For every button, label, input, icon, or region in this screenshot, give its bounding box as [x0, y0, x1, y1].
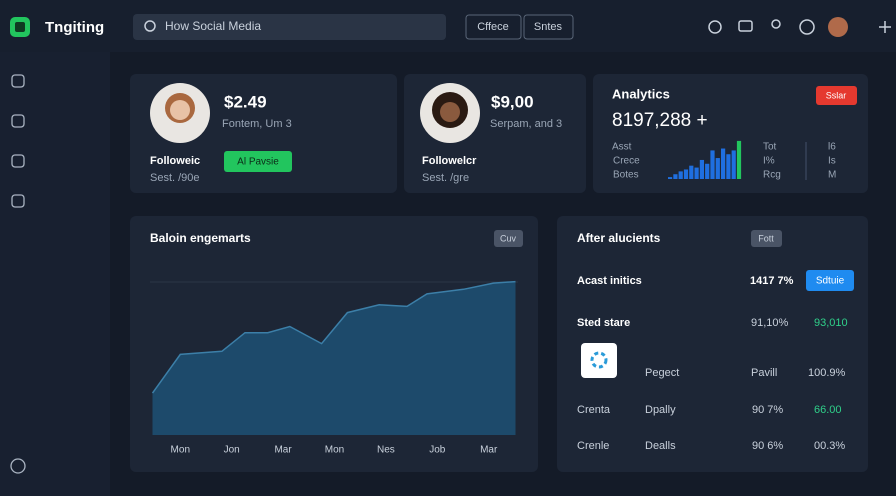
row-value: 1417 7%: [750, 275, 794, 287]
badge[interactable]: [816, 86, 857, 105]
amount: $2.49: [224, 92, 267, 111]
nav-icon[interactable]: [11, 194, 25, 208]
bar: [721, 148, 726, 179]
nav-icon[interactable]: [11, 74, 25, 88]
bar: [699, 159, 704, 179]
activity-card: [557, 216, 868, 472]
row-value: Pavill: [751, 367, 777, 379]
icon[interactable]: [738, 20, 753, 32]
avatar-face: [170, 100, 190, 120]
bar: [736, 140, 742, 179]
label: Is: [828, 156, 836, 167]
user-avatar[interactable]: [828, 17, 848, 37]
x-tick-label: Mon: [325, 445, 344, 456]
label: Crece: [613, 156, 640, 167]
bar: [683, 169, 689, 179]
app-name: Tngiting: [45, 19, 104, 36]
label: I%: [763, 156, 775, 167]
badge-label: Sslar: [826, 90, 847, 100]
button-label: Al Pavsie: [237, 157, 279, 168]
action-button[interactable]: [224, 151, 292, 172]
row-label: Sted stare: [577, 317, 630, 329]
button-label: Sntes: [534, 21, 563, 33]
project-logo: [581, 343, 617, 378]
row-value: 66.00: [814, 404, 842, 416]
icon[interactable]: [708, 20, 722, 34]
bar: [705, 163, 710, 179]
x-tick-label: Jon: [224, 445, 240, 456]
row-value: 90 6%: [752, 440, 783, 452]
button-label: Sdtuie: [816, 276, 845, 287]
bar: [715, 158, 720, 179]
nav-icon[interactable]: [10, 458, 26, 474]
x-tick-label: Nes: [377, 445, 395, 456]
icon[interactable]: [879, 21, 891, 33]
bar: [668, 177, 673, 179]
action-button[interactable]: [806, 270, 854, 291]
row-label: Pegect: [645, 367, 679, 379]
name: Followeic: [150, 155, 200, 167]
bar: [678, 171, 683, 179]
label: Tot: [763, 142, 777, 153]
label: l6: [828, 142, 836, 153]
card-title: Baloin engemarts: [150, 231, 251, 245]
row-label: Dpally: [645, 404, 676, 416]
total: 8197,288 +: [612, 110, 708, 131]
row-value: 00.3%: [814, 440, 845, 452]
area-line: [151, 280, 516, 394]
meta: Sest. /gre: [422, 172, 469, 184]
analytics-card: [593, 74, 868, 193]
x-tick-label: Mar: [480, 445, 498, 456]
row-label: Dealls: [645, 440, 676, 452]
row-value: 100.9%: [808, 367, 846, 379]
nav-icon[interactable]: [11, 154, 25, 168]
search-text: How Social Media: [165, 19, 261, 33]
bar: [689, 165, 694, 179]
button[interactable]: [523, 14, 574, 40]
x-tick-label: Mar: [274, 445, 292, 456]
amount: $9,00: [491, 92, 534, 111]
card-title: Analytics: [612, 86, 670, 101]
icon[interactable]: [799, 19, 815, 35]
label: Botes: [613, 170, 639, 181]
label: Asst: [612, 142, 632, 153]
area: [152, 281, 516, 435]
row-value: 93,010: [814, 317, 848, 329]
label: M: [828, 170, 836, 181]
badge[interactable]: [751, 230, 782, 247]
avatar-face: [440, 102, 460, 122]
button-label: Cffece: [477, 21, 509, 33]
bar: [710, 150, 715, 179]
name: Followelcr: [422, 155, 477, 167]
row-value: 90 7%: [752, 404, 783, 416]
sidebar: [0, 52, 110, 496]
bar: [694, 167, 699, 179]
row-label: Crenta: [577, 404, 611, 416]
row-label: Crenle: [577, 440, 609, 452]
badge[interactable]: [494, 230, 523, 247]
search-box[interactable]: [133, 14, 446, 40]
row-label: Acast initics: [577, 275, 642, 287]
x-tick-label: Mon: [171, 445, 190, 456]
bar: [726, 154, 731, 179]
meta: Sest. /90e: [150, 172, 200, 184]
label: Rcg: [763, 170, 781, 181]
card-title: After alucients: [577, 231, 661, 245]
logo-inner: [15, 22, 25, 32]
bar: [731, 150, 736, 179]
nav-icon[interactable]: [11, 114, 25, 128]
project-logo-mark: [590, 351, 608, 369]
x-tick-label: Job: [429, 445, 446, 456]
subtitle: Serpam, and 3: [490, 118, 562, 130]
subtitle: Fontem, Um 3: [222, 118, 292, 130]
button[interactable]: [465, 14, 522, 40]
search-icon: [144, 20, 156, 32]
icon[interactable]: [771, 19, 781, 29]
row-value: 91,10%: [751, 317, 789, 329]
badge-label: Cuv: [500, 233, 517, 243]
bar: [673, 174, 678, 179]
badge-label: Fott: [758, 233, 774, 243]
